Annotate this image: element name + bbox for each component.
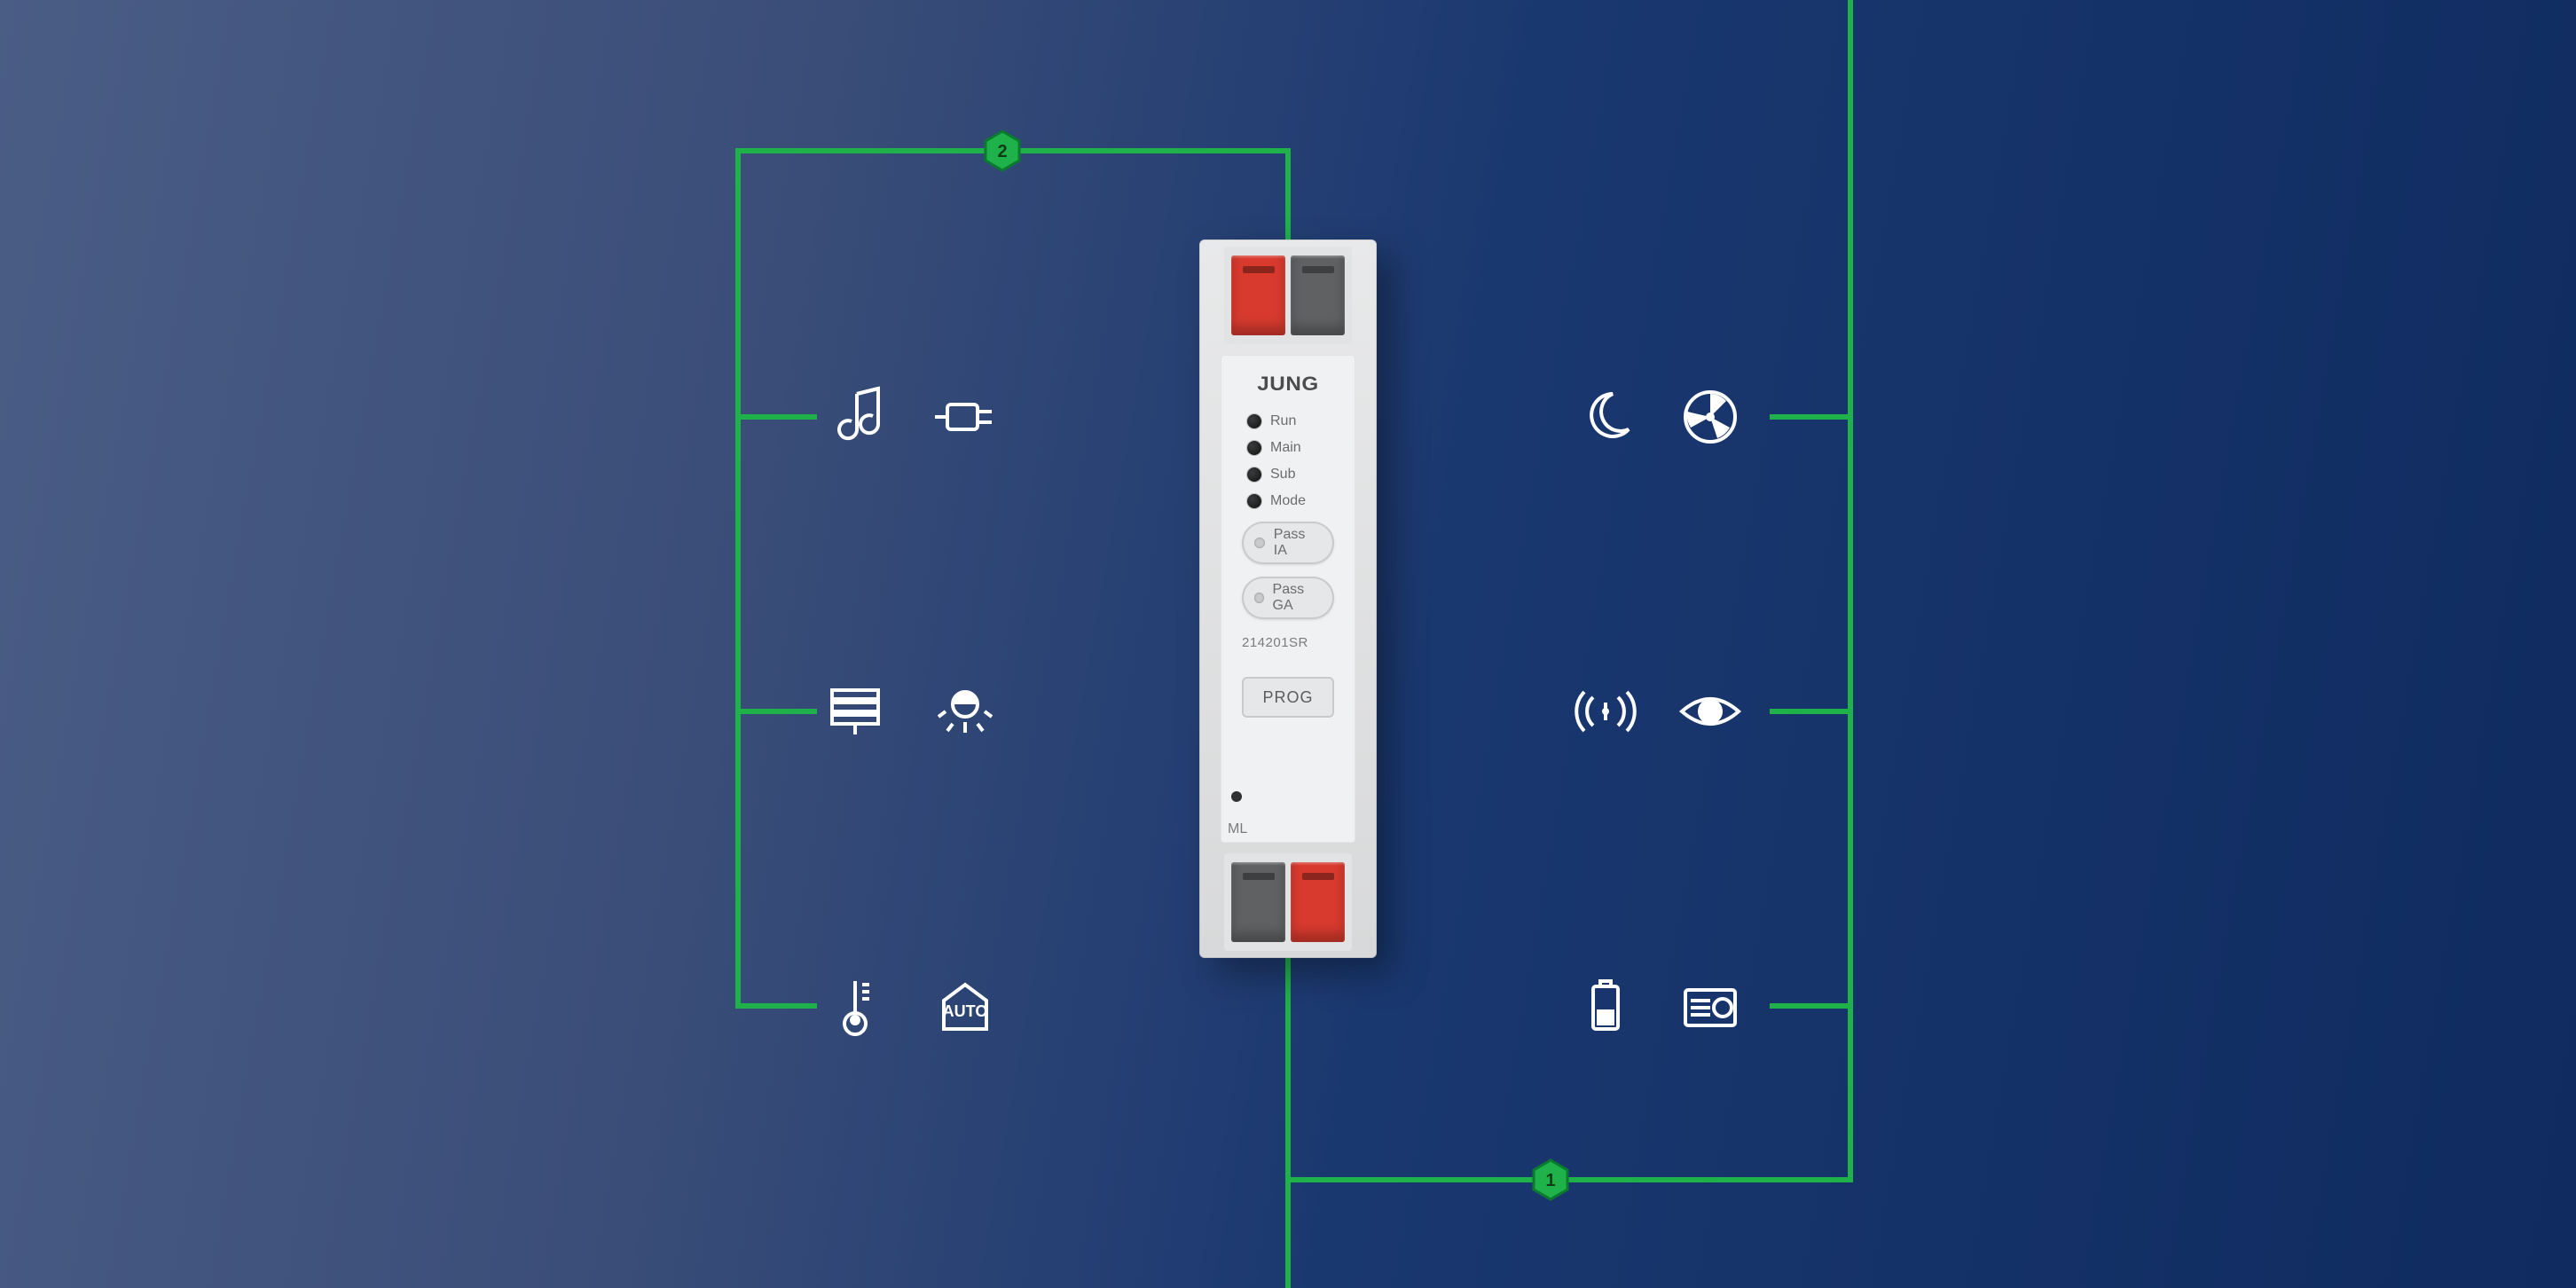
terminal-top — [1224, 247, 1352, 344]
led-list: Run Main Sub Mode — [1233, 413, 1343, 509]
led-label: Sub — [1270, 467, 1295, 483]
port-label-ml: ML — [1228, 821, 1247, 837]
terminal-top-grey — [1291, 255, 1345, 335]
pass-ga-button[interactable]: Pass GA — [1242, 577, 1334, 619]
led-main: Main — [1233, 440, 1343, 456]
music-icon — [820, 381, 891, 452]
prog-label: PROG — [1262, 688, 1313, 707]
led-dot — [1247, 414, 1261, 428]
button-label: Pass GA — [1273, 582, 1322, 614]
led-run: Run — [1233, 413, 1343, 429]
prog-button[interactable]: PROG — [1242, 677, 1334, 718]
led-dot — [1247, 441, 1261, 455]
terminal-bottom-grey — [1231, 862, 1285, 942]
model-number: 214201SR — [1242, 635, 1334, 650]
svg-text:AUTO: AUTO — [943, 1002, 988, 1020]
auto-home-icon: AUTO — [930, 970, 1001, 1041]
svg-text:2: 2 — [997, 142, 1007, 161]
tiny-led-icon — [1254, 593, 1264, 603]
pass-ia-button[interactable]: Pass IA — [1242, 522, 1334, 564]
blinds-icon — [820, 676, 891, 747]
fan-icon — [1675, 381, 1746, 452]
tiny-led-icon — [1254, 538, 1265, 548]
terminal-bottom-red — [1291, 862, 1345, 942]
terminal-top-red — [1231, 255, 1285, 335]
thermometer-icon — [820, 970, 891, 1041]
led-label: Mode — [1270, 493, 1306, 509]
prog-led-icon — [1231, 791, 1242, 802]
eye-icon — [1675, 676, 1746, 747]
led-dot — [1247, 467, 1261, 482]
led-sub: Sub — [1233, 467, 1343, 483]
terminal-bottom — [1224, 853, 1352, 951]
led-dot — [1247, 494, 1261, 508]
lamp-icon — [930, 676, 1001, 747]
plug-icon — [930, 381, 1001, 452]
led-mode: Mode — [1233, 493, 1343, 509]
knx-device: SL JUNG Run Main Sub Mode Pass IA — [1199, 240, 1377, 958]
svg-text:1: 1 — [1545, 1171, 1555, 1190]
device-face: JUNG Run Main Sub Mode Pass IA — [1221, 355, 1355, 843]
radio-icon — [1675, 970, 1746, 1041]
moon-icon — [1570, 381, 1641, 452]
device-brand: JUNG — [1228, 373, 1348, 396]
battery-icon — [1570, 970, 1641, 1041]
button-label: Pass IA — [1274, 527, 1322, 559]
led-label: Run — [1270, 413, 1296, 429]
signal-icon — [1570, 676, 1641, 747]
led-label: Main — [1270, 440, 1301, 456]
